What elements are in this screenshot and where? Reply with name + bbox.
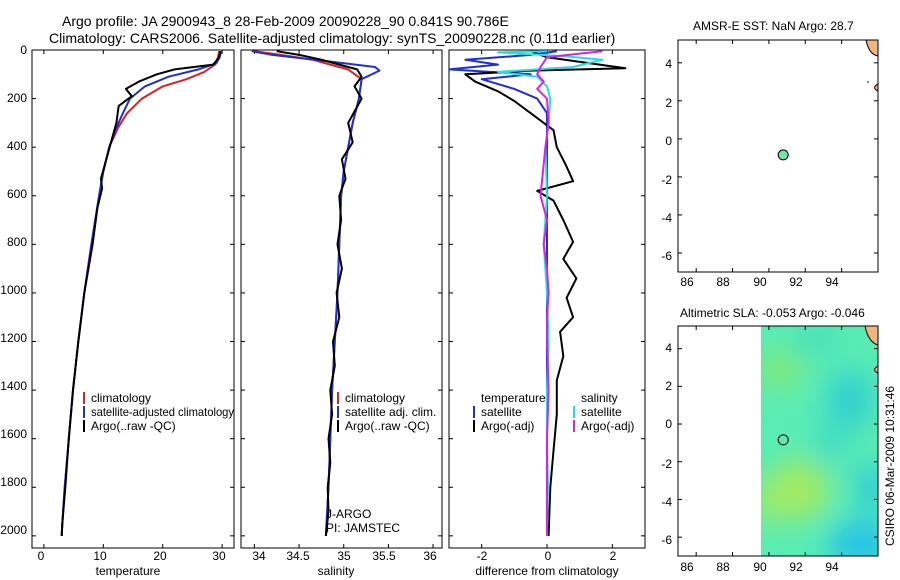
sst-lon-tick-92: 92 — [789, 275, 803, 289]
series-line-temperature-satellite — [449, 50, 557, 536]
sla-lat-tick-minus-4: -4 — [661, 495, 672, 509]
salinity-axes-frame — [240, 49, 443, 549]
depth-tick-1200: 1200 — [0, 331, 27, 345]
legend-header-salinity: salinity — [581, 391, 618, 405]
sst-lat-tick-minus-4: -4 — [661, 211, 672, 225]
sla-field — [761, 326, 878, 556]
legend-label-climatology: climatology — [91, 391, 151, 405]
temperature-axes-frame — [31, 49, 235, 549]
legend-label-climatology: climatology — [345, 391, 405, 405]
difference-axis-label: difference from climatology — [475, 564, 618, 578]
sla-lon-tick-94: 94 — [825, 560, 839, 574]
sla-lon-tick-92: 92 — [789, 560, 803, 574]
legend-header-temperature: temperature — [481, 391, 546, 405]
depth-tick-400: 400 — [7, 139, 27, 153]
figure-title-line-1: Argo profile: JA 2900943_8 28-Feb-2009 2… — [62, 13, 509, 29]
sla-lon-tick-90: 90 — [753, 560, 767, 574]
sst-lat-tick-4: 4 — [665, 57, 672, 71]
sst-lat-tick-minus-6: -6 — [661, 249, 672, 263]
difference-tick-minus-2: -2 — [477, 549, 488, 563]
float-program-annotation: J-ARGO — [326, 507, 371, 521]
salinity-tick-35-5: 35.5 — [372, 549, 396, 563]
sst-map-title: AMSR-E SST: NaN Argo: 28.7 — [693, 19, 854, 33]
salinity-axis-label: salinity — [318, 564, 355, 578]
figure-title-line-2: Climatology: CARS2006. Satellite-adjuste… — [49, 30, 615, 46]
temperature-legend: climatology satellite-adjusted climatolo… — [83, 391, 234, 433]
sst-lon-tick-94: 94 — [825, 275, 839, 289]
difference-tick-2: 2 — [610, 549, 617, 563]
salinity-legend: climatology satellite adj. clim. Argo(..… — [337, 391, 436, 433]
depth-tick-200: 200 — [7, 91, 27, 105]
legend-label-temperature-argo: Argo(-adj) — [481, 419, 534, 433]
series-line-satellite-adjusted-climatology — [60, 51, 222, 536]
depth-tick-1800: 1800 — [0, 475, 27, 489]
series-line-satellite-adj-clim — [251, 50, 381, 536]
series-line-salinity-satellite — [497, 50, 604, 536]
sst-lat-tick-0: 0 — [665, 134, 672, 148]
sla-lat-tick-0: 0 — [665, 417, 672, 431]
sla-lon-tick-86: 86 — [680, 560, 694, 574]
land-patch-northeast — [865, 39, 879, 57]
salinity-tick-34-5: 34.5 — [286, 549, 310, 563]
depth-tick-1000: 1000 — [0, 283, 27, 297]
sla-lat-tick-minus-6: -6 — [661, 533, 672, 547]
sla-lat-tick-2: 2 — [665, 379, 672, 393]
sla-map-frame — [677, 325, 879, 557]
sst-argo-location-marker — [777, 149, 789, 161]
temperature-tick-0: 0 — [38, 549, 45, 563]
depth-tick-800: 800 — [7, 235, 27, 249]
sla-map-title: Altimetric SLA: -0.053 Argo: -0.046 — [680, 306, 865, 320]
sla-lat-tick-4: 4 — [665, 341, 672, 355]
series-line-salinity-argo-adj — [536, 50, 603, 536]
legend-label-satellite-adj: satellite adj. clim. — [345, 405, 436, 419]
legend-label-argo: Argo(..raw -QC) — [91, 419, 176, 433]
sst-lon-tick-90: 90 — [753, 275, 767, 289]
temperature-axis-label: temperature — [96, 564, 161, 578]
series-line-argo-raw-qc — [60, 51, 222, 536]
depth-tick-1600: 1600 — [0, 427, 27, 441]
depth-tick-600: 600 — [7, 187, 27, 201]
sla-argo-location-marker — [777, 434, 789, 446]
temperature-tick-20: 20 — [153, 549, 167, 563]
land-patch-east — [874, 83, 879, 92]
series-line-climatology — [60, 51, 221, 536]
salinity-tick-34: 34 — [252, 549, 266, 563]
legend-label-satellite-adjusted: satellite-adjusted climatology — [91, 405, 234, 419]
salinity-tick-35: 35 — [337, 549, 351, 563]
sst-map-panel: AMSR-E SST: NaN Argo: 28.7 -6 -4 -2 0 2 … — [661, 19, 879, 289]
legend-label-argo: Argo(..raw -QC) — [345, 419, 430, 433]
difference-tick-0: 0 — [545, 549, 552, 563]
sla-map-panel: Altimetric SLA: -0.053 Argo: -0.046 — [661, 306, 879, 574]
difference-panel: -2 0 2 difference from climatology tempe… — [448, 49, 646, 578]
depth-tick-1400: 1400 — [0, 379, 27, 393]
series-line-climatology — [254, 50, 363, 536]
depth-tick-2000: 2000 — [0, 523, 27, 537]
series-line-argo-raw-qc — [276, 50, 363, 537]
legend-label-salinity-satellite: satellite — [581, 405, 622, 419]
temperature-tick-10: 10 — [93, 549, 107, 563]
temperature-panel: 0 200 400 600 800 1000 1200 1400 1600 18… — [0, 43, 235, 578]
sst-lat-tick-minus-2: -2 — [661, 173, 672, 187]
land-patch-east — [874, 365, 879, 374]
sst-lat-tick-2: 2 — [665, 96, 672, 110]
sla-lat-tick-minus-2: -2 — [661, 457, 672, 471]
salinity-tick-36: 36 — [423, 549, 437, 563]
sst-lon-tick-86: 86 — [680, 275, 694, 289]
legend-label-salinity-argo: Argo(-adj) — [581, 419, 634, 433]
series-line-temperature-argo-adj — [464, 50, 627, 536]
legend-label-temperature-satellite: satellite — [481, 405, 522, 419]
sla-lon-tick-88: 88 — [716, 560, 730, 574]
temperature-tick-30: 30 — [212, 549, 226, 563]
depth-tick-0: 0 — [20, 43, 27, 57]
csiro-timestamp-label: CSIRO 06-Mar-2009 10:31:46 — [883, 386, 897, 546]
float-pi-annotation: PI: JAMSTEC — [326, 521, 400, 535]
salinity-panel: 34 34.5 35 35.5 36 salinity climatology … — [240, 49, 443, 578]
sst-lon-tick-88: 88 — [716, 275, 730, 289]
land-dot — [867, 81, 869, 83]
land-patch-northeast — [864, 325, 879, 346]
difference-legend: temperature salinity satellite Argo(-adj… — [473, 391, 634, 433]
